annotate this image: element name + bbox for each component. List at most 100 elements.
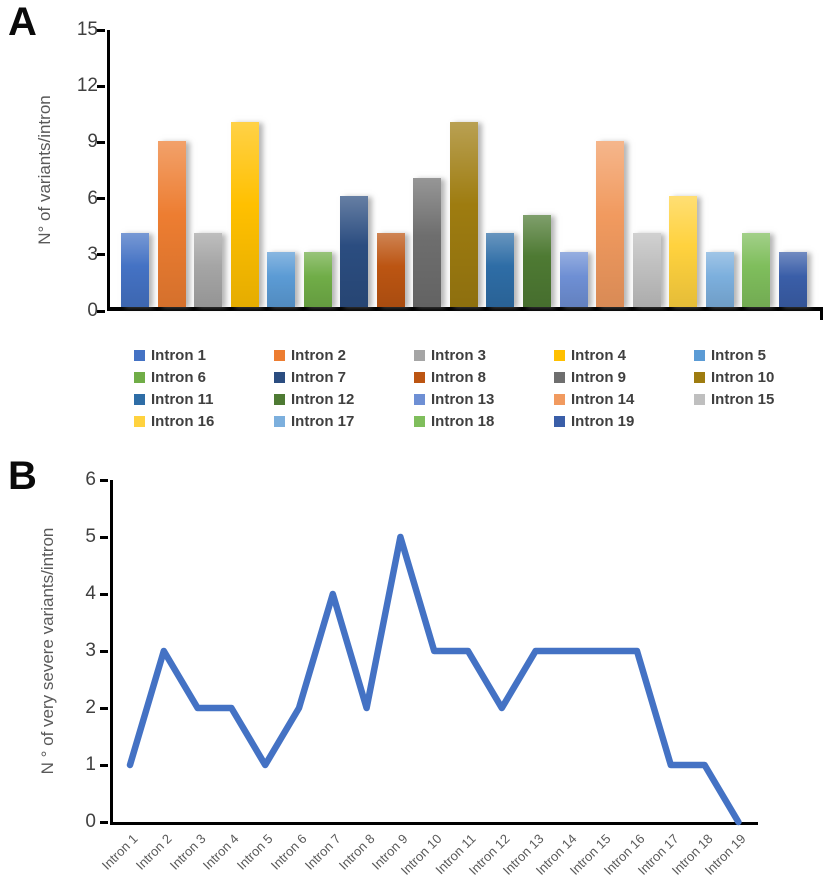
bar-intron-13 xyxy=(559,251,588,307)
y-axis-tick-label: 9 xyxy=(87,131,98,153)
legend-label: Intron 14 xyxy=(571,390,635,408)
legend-label: Intron 10 xyxy=(711,368,775,386)
y-axis-tick xyxy=(100,478,108,482)
bar-intron-15 xyxy=(632,233,661,307)
bar-intron-5 xyxy=(267,251,296,307)
y-axis-tick xyxy=(100,649,108,653)
y-axis-tick-label: 6 xyxy=(87,187,98,209)
y-axis-tick xyxy=(97,140,105,144)
y-axis-tick xyxy=(97,309,105,313)
data-line-series xyxy=(126,533,742,826)
y-axis-tick xyxy=(100,535,108,539)
legend-label: Intron 5 xyxy=(711,346,766,364)
panel-b-label: B xyxy=(8,454,37,498)
legend-item-intron-16: Intron 16 xyxy=(134,410,274,432)
bar-plot-area xyxy=(107,30,823,311)
bar-intron-17 xyxy=(705,251,734,307)
y-axis-tick-label: 5 xyxy=(85,526,96,547)
legend-swatch-icon xyxy=(414,393,425,405)
legend-swatch-icon xyxy=(554,349,565,361)
bar-intron-7 xyxy=(340,196,369,307)
y-axis-tick-label: 1 xyxy=(85,754,96,775)
legend-label: Intron 13 xyxy=(431,390,495,408)
legend-item-intron-2: Intron 2 xyxy=(274,344,414,366)
legend-item-intron-14: Intron 14 xyxy=(554,388,694,410)
legend-swatch-icon xyxy=(274,349,285,361)
legend-item-intron-8: Intron 8 xyxy=(414,366,554,388)
legend-swatch-icon xyxy=(134,393,145,405)
x-axis-end-tick xyxy=(820,311,823,320)
legend-label: Intron 9 xyxy=(571,368,626,386)
legend-label: Intron 17 xyxy=(291,412,355,430)
y-axis-tick xyxy=(100,763,108,767)
bar-intron-8 xyxy=(376,233,405,307)
legend-item-intron-11: Intron 11 xyxy=(134,388,274,410)
bar-intron-9 xyxy=(413,177,442,307)
legend-label: Intron 11 xyxy=(151,390,214,408)
legend-swatch-icon xyxy=(554,393,565,405)
legend-item-intron-5: Intron 5 xyxy=(694,344,828,366)
y-axis-tick-label: 2 xyxy=(85,697,96,718)
legend-swatch-icon xyxy=(274,371,285,383)
bar-intron-19 xyxy=(778,251,807,307)
y-axis-tick-label: 3 xyxy=(87,243,98,265)
legend-swatch-icon xyxy=(134,415,145,427)
y-axis-tick xyxy=(100,820,108,824)
legend-label: Intron 3 xyxy=(431,346,486,364)
bar-intron-4 xyxy=(230,122,259,307)
legend-label: Intron 18 xyxy=(431,412,495,430)
legend-label: Intron 12 xyxy=(291,390,355,408)
legend-label: Intron 16 xyxy=(151,412,215,430)
legend-item-intron-12: Intron 12 xyxy=(274,388,414,410)
legend-swatch-icon xyxy=(274,393,285,405)
line-plot-area xyxy=(110,480,758,826)
legend-item-intron-17: Intron 17 xyxy=(274,410,414,432)
legend-item-intron-15: Intron 15 xyxy=(694,388,828,410)
legend-item-intron-6: Intron 6 xyxy=(134,366,274,388)
bar-intron-14 xyxy=(596,140,625,307)
legend-item-intron-1: Intron 1 xyxy=(134,344,274,366)
bar-intron-1 xyxy=(121,233,149,307)
legend-item-intron-7: Intron 7 xyxy=(274,366,414,388)
y-axis-tick xyxy=(97,28,105,32)
legend-item-intron-18: Intron 18 xyxy=(414,410,554,432)
legend-label: Intron 15 xyxy=(711,390,775,408)
panel-a-y-axis-title: N° of variants/intron xyxy=(35,95,54,245)
chart-legend: Intron 1 Intron 2 Intron 3 Intron 4 Intron 5… xyxy=(134,344,828,432)
y-axis-tick-label: 15 xyxy=(76,19,98,40)
legend-swatch-icon xyxy=(414,415,425,427)
y-axis-tick xyxy=(100,592,108,596)
legend-label: Intron 7 xyxy=(291,368,346,386)
bar-intron-18 xyxy=(742,233,771,307)
legend-item-intron-10: Intron 10 xyxy=(694,366,828,388)
legend-swatch-icon xyxy=(274,415,285,427)
y-axis-tick-label: 0 xyxy=(85,811,96,832)
panel-a-label: A xyxy=(8,0,37,44)
legend-item-intron-19: Intron 19 xyxy=(554,410,694,432)
y-axis-tick xyxy=(100,706,108,710)
legend-label: Intron 19 xyxy=(571,412,635,430)
legend-item-intron-3: Intron 3 xyxy=(414,344,554,366)
bar-intron-12 xyxy=(523,214,552,307)
legend-label: Intron 8 xyxy=(431,368,486,386)
legend-swatch-icon xyxy=(694,393,705,405)
legend-swatch-icon xyxy=(694,371,705,383)
legend-label: Intron 1 xyxy=(151,346,206,364)
bar-intron-16 xyxy=(669,196,698,307)
legend-swatch-icon xyxy=(134,371,145,383)
y-axis-tick-label: 3 xyxy=(85,640,96,661)
bar-intron-6 xyxy=(303,251,332,307)
y-axis-tick-label: 12 xyxy=(76,75,98,97)
legend-item-intron-9: Intron 9 xyxy=(554,366,694,388)
legend-label: Intron 4 xyxy=(571,346,626,364)
bar-intron-3 xyxy=(194,233,223,307)
legend-label: Intron 6 xyxy=(151,368,206,386)
bar-intron-2 xyxy=(157,140,186,307)
y-axis-tick xyxy=(97,253,105,257)
bar-intron-11 xyxy=(486,233,515,307)
legend-item-intron-4: Intron 4 xyxy=(554,344,694,366)
y-axis-tick-label: 0 xyxy=(87,300,98,321)
legend-item-intron-13: Intron 13 xyxy=(414,388,554,410)
line-chart-svg xyxy=(126,533,742,826)
y-axis-tick xyxy=(97,84,105,88)
